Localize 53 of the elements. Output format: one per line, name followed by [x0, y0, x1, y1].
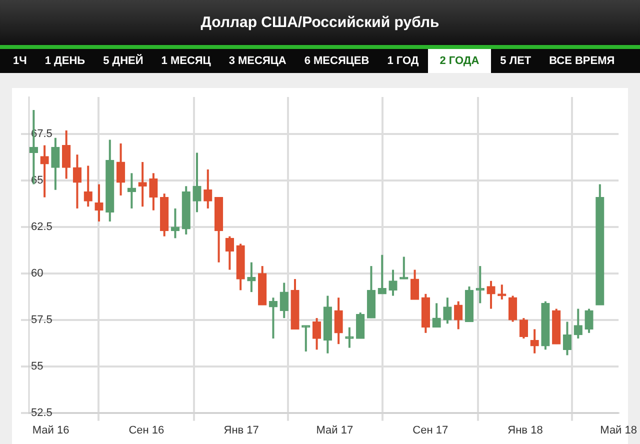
candlestick [62, 129, 71, 180]
x-tick-label: Янв 17 [224, 424, 259, 436]
candlestick [356, 311, 365, 340]
candlestick [51, 136, 60, 191]
candlestick [268, 296, 278, 340]
candlestick [280, 282, 288, 320]
text: 1Ч [12, 54, 28, 69]
candlestick [454, 300, 463, 330]
x-tick-label: Май 18 [600, 424, 637, 436]
candlestick [519, 317, 528, 340]
candlestick [192, 152, 202, 214]
candlestick [410, 268, 420, 300]
x-tick-label: Сен 16 [128, 424, 164, 436]
candlestick [204, 168, 212, 210]
y-tick-label: 57.5 [31, 314, 52, 326]
candlestick [530, 328, 539, 354]
text: 2 ГОДА [428, 49, 492, 73]
x-tick-label: Янв 18 [508, 424, 543, 436]
candlestick [345, 326, 354, 349]
y-tick-label: 55 [31, 360, 44, 372]
candlestick [562, 320, 572, 356]
text: 5 ЛЕТ [499, 54, 532, 69]
y-tick-label: 62.5 [31, 221, 52, 234]
candlestick [72, 154, 82, 210]
text: 1 МЕСЯЦ [160, 54, 212, 69]
candlestick [138, 161, 147, 208]
x-tick-label: Май 17 [316, 424, 354, 436]
y-tick-label: 52.5 [31, 406, 52, 419]
y-tick-label: 60 [31, 268, 44, 280]
candlestick [432, 302, 441, 328]
text: 6 МЕСЯЦЕВ [303, 54, 370, 69]
candlestick [149, 172, 158, 212]
text: 3 МЕСЯЦА [228, 54, 288, 69]
x-tick-label: Сен 17 [412, 424, 448, 436]
text: 1 ГОД [386, 54, 420, 69]
candlestick [508, 294, 518, 323]
candlestick [388, 268, 398, 297]
text: 1 ДЕНЬ [44, 54, 86, 69]
candlestick [116, 142, 126, 196]
candlestick [84, 164, 92, 208]
x-tick-label: Май 16 [32, 424, 70, 436]
candlestick [170, 207, 180, 240]
candlestick [486, 280, 496, 310]
candlestick [127, 172, 136, 210]
candlestick [574, 308, 582, 340]
candlestick [334, 296, 343, 346]
candlestick [584, 308, 594, 334]
text: ВСЕ ВРЕМЯ [548, 54, 616, 69]
text: 5 ДНЕЙ [102, 53, 144, 69]
candlestick [94, 183, 104, 222]
candlestick [312, 317, 322, 351]
candlestick [378, 254, 386, 295]
chart-title: Доллар США/Российский рубль [0, 0, 640, 49]
